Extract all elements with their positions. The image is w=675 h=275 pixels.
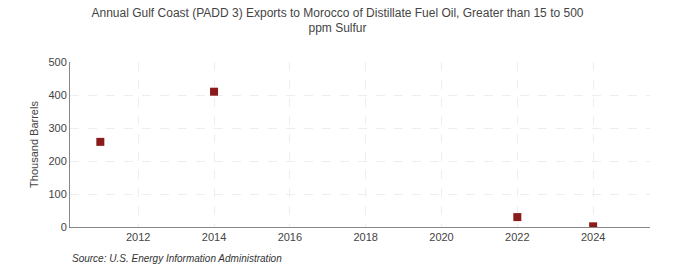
svg-text:2016: 2016	[278, 231, 302, 243]
svg-text:400: 400	[48, 89, 66, 101]
svg-text:2014: 2014	[202, 231, 226, 243]
svg-text:500: 500	[48, 56, 66, 68]
svg-text:200: 200	[48, 155, 66, 167]
svg-text:Annual Gulf Coast (PADD 3) Exp: Annual Gulf Coast (PADD 3) Exports to Mo…	[92, 6, 584, 36]
svg-text:2012: 2012	[126, 231, 150, 243]
svg-text:300: 300	[48, 122, 66, 134]
svg-text:2022: 2022	[505, 231, 529, 243]
svg-text:Thousand Barrels: Thousand Barrels	[28, 101, 40, 188]
svg-text:2020: 2020	[429, 231, 453, 243]
svg-text:2018: 2018	[353, 231, 377, 243]
svg-text:0: 0	[61, 221, 67, 233]
svg-text:Source: U.S. Energy Informatio: Source: U.S. Energy Information Administ…	[72, 253, 282, 264]
svg-text:100: 100	[48, 188, 66, 200]
svg-text:2024: 2024	[581, 231, 605, 243]
